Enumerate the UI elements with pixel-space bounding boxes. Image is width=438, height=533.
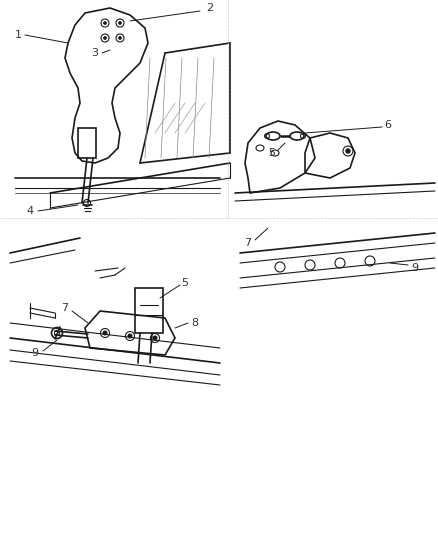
Circle shape [119,21,121,25]
Text: 6: 6 [385,120,392,130]
Circle shape [128,334,132,338]
Text: 9: 9 [411,263,419,273]
Circle shape [346,149,350,153]
Text: 1: 1 [14,30,21,40]
Text: 5: 5 [268,148,276,158]
Circle shape [119,36,121,39]
Text: 7: 7 [244,238,251,248]
Text: 9: 9 [32,348,39,358]
Circle shape [103,331,107,335]
Text: 5: 5 [181,278,188,288]
Text: 2: 2 [206,3,214,13]
Text: 4: 4 [26,206,34,216]
Text: 7: 7 [61,303,69,313]
Circle shape [153,336,157,340]
Bar [135,288,163,333]
Circle shape [103,21,106,25]
Bar [78,128,96,158]
Text: 3: 3 [92,48,99,58]
Circle shape [103,36,106,39]
Text: 8: 8 [191,318,198,328]
